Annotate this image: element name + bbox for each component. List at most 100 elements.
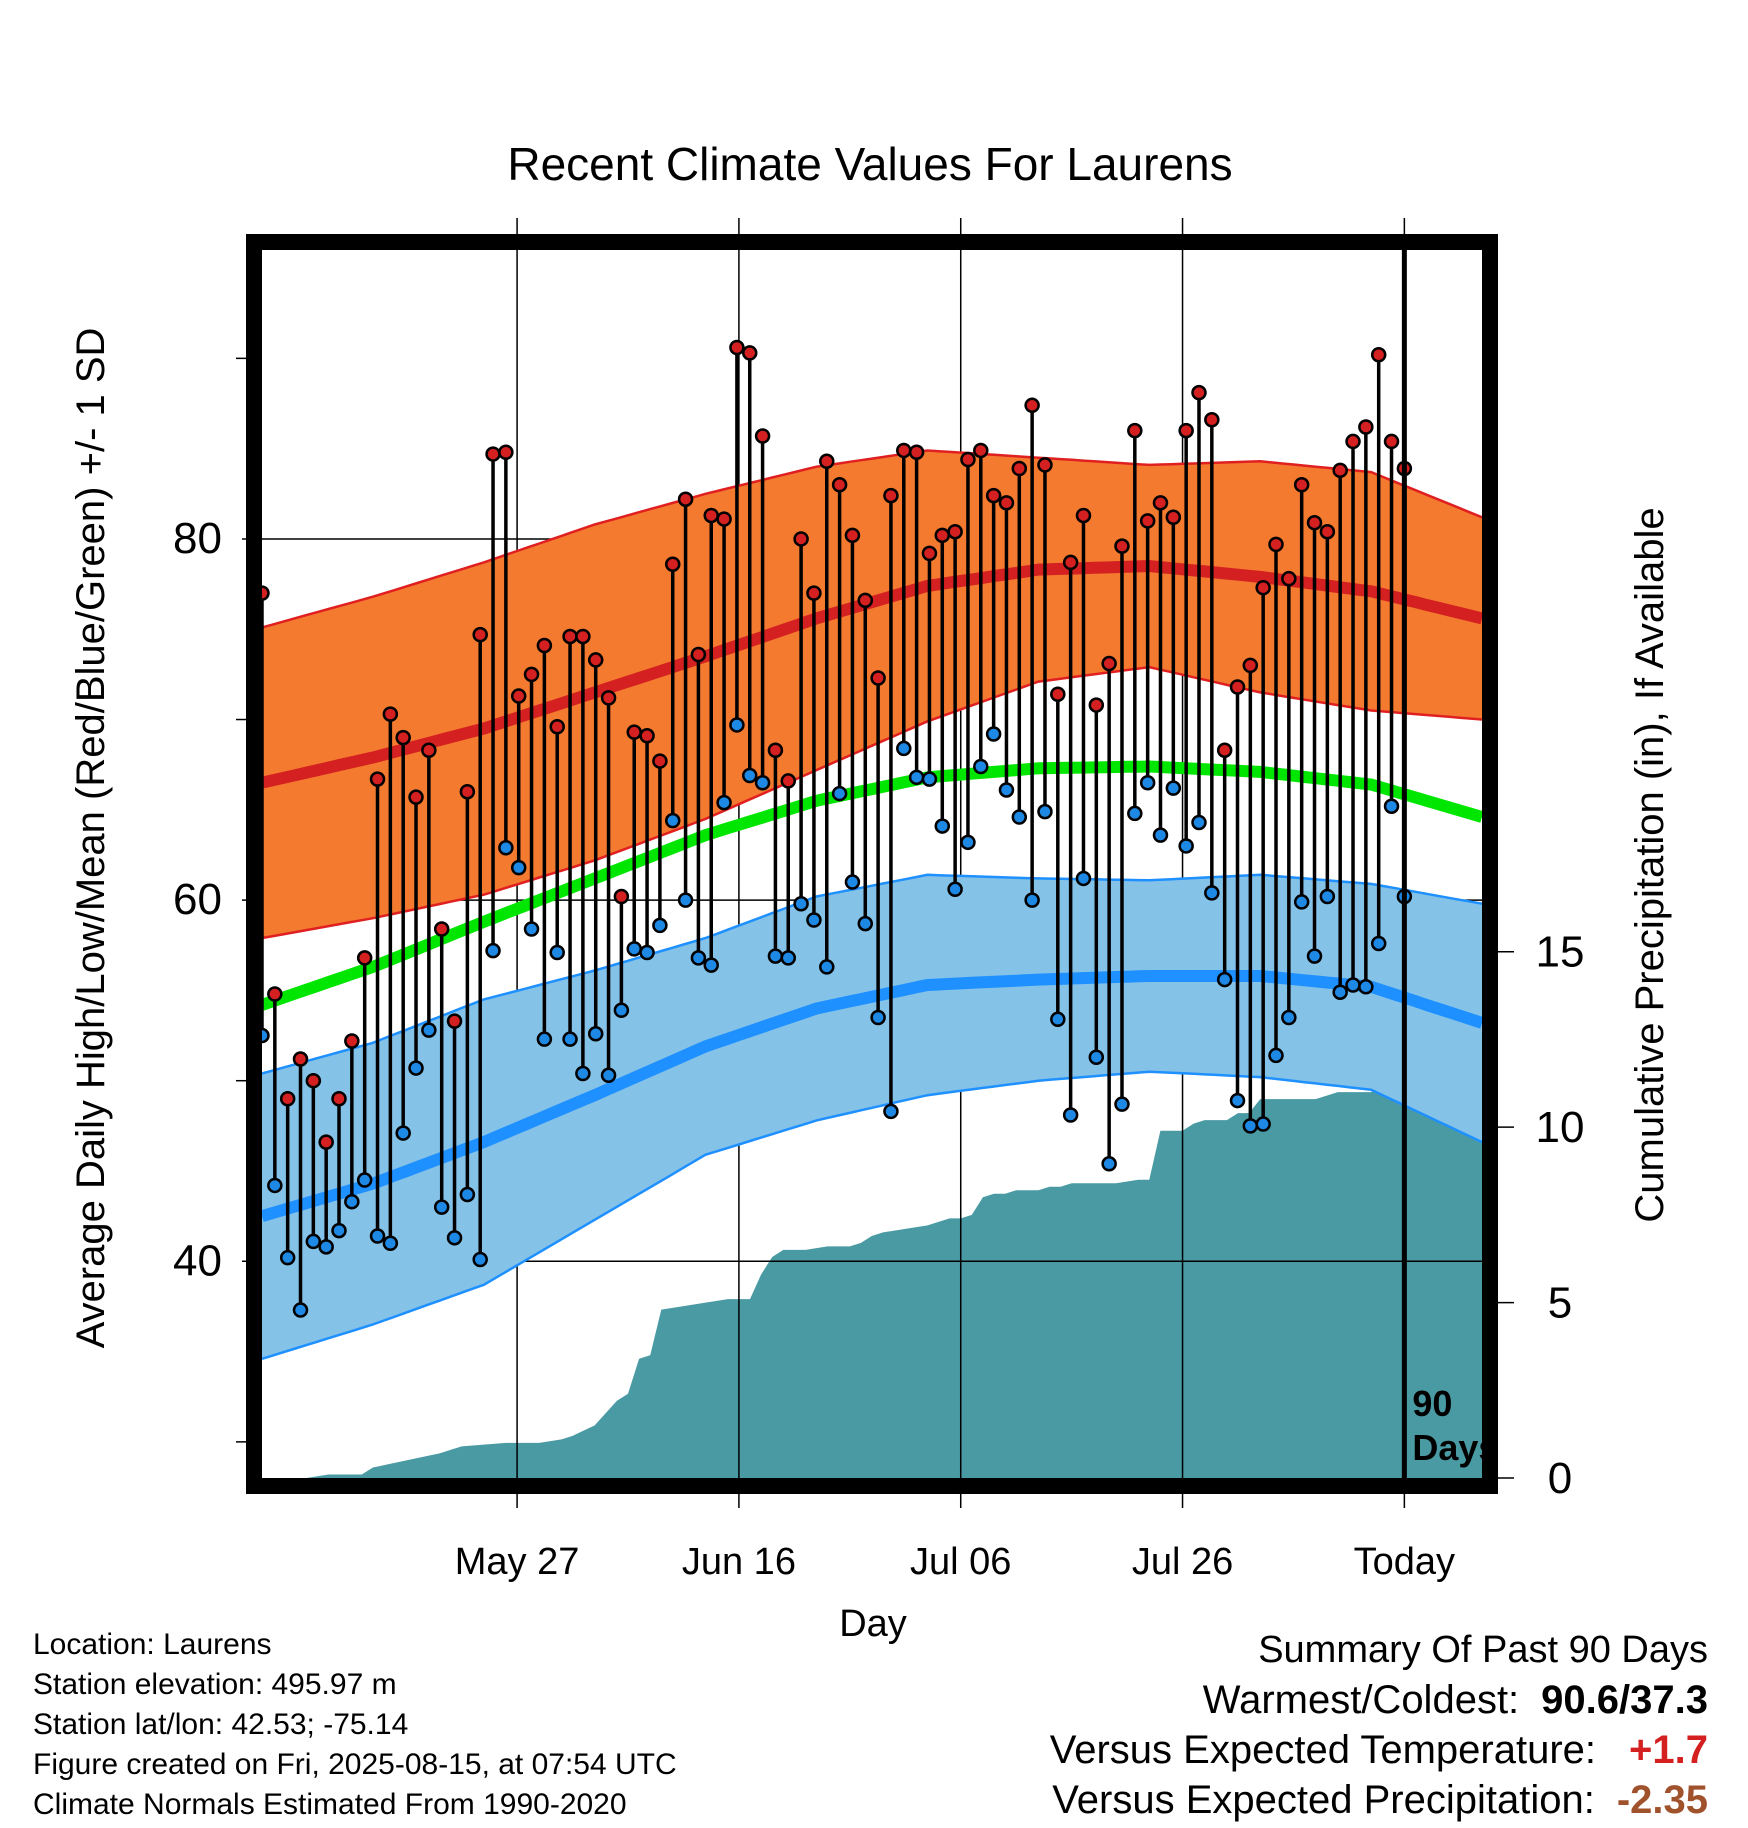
- low-point: [1127, 805, 1143, 822]
- high-point: [1358, 419, 1374, 435]
- warm-cold-row: Warmest/Coldest: 90.6/37.3: [1050, 1675, 1708, 1725]
- high-point: [292, 1051, 309, 1067]
- low-point: [1319, 888, 1336, 905]
- high-point: [1011, 460, 1028, 477]
- low-point: [844, 874, 861, 890]
- temp-label: Versus Expected Temperature:: [1049, 1728, 1596, 1772]
- low-point: [664, 812, 681, 829]
- low-point: [1050, 1011, 1066, 1028]
- low-lower-edge: [261, 1070, 1483, 1360]
- high-point: [1088, 697, 1105, 713]
- low-point: [703, 957, 719, 973]
- low-point: [613, 1002, 630, 1019]
- low-point: [729, 717, 745, 733]
- low-point: [1204, 885, 1220, 901]
- y-axis-label-right: Cumulative Precipitation (in), If Availa…: [1628, 507, 1672, 1222]
- mean-line: [260, 760, 1484, 1011]
- high-point: [498, 444, 514, 461]
- high-point: [844, 527, 861, 544]
- low-point: [639, 944, 655, 961]
- high-point: [472, 626, 488, 643]
- low-point: [870, 1009, 886, 1026]
- precip-tick-label: 0: [1548, 1454, 1572, 1503]
- x-tick-label: Jun 16: [682, 1541, 796, 1583]
- x-tick-label: Jul 26: [1132, 1541, 1233, 1583]
- high-point: [1332, 462, 1348, 479]
- low-point: [562, 1031, 578, 1047]
- high-point: [703, 507, 719, 524]
- low-point: [716, 794, 732, 811]
- high-point: [831, 477, 848, 493]
- low-point: [1178, 838, 1194, 854]
- summary-panel: Summary Of Past 90 Days Warmest/Coldest:…: [1050, 1625, 1708, 1825]
- high-point: [767, 742, 784, 758]
- low-point: [1268, 1047, 1284, 1064]
- high-point: [780, 773, 797, 789]
- high-point: [742, 345, 758, 361]
- high-point: [523, 666, 540, 683]
- low-point: [934, 818, 951, 834]
- y-tick-label: 60: [173, 875, 222, 924]
- low-point: [549, 944, 565, 961]
- low-point: [433, 1199, 450, 1215]
- high-point: [562, 628, 578, 645]
- high-point: [1024, 397, 1040, 414]
- warm-cold-label: Warmest/Coldest:: [1202, 1678, 1520, 1722]
- low-point: [1101, 1156, 1117, 1172]
- low-point: [459, 1186, 476, 1203]
- y-tick-label: 80: [173, 514, 222, 563]
- high-point: [1242, 657, 1259, 674]
- station-info: Location: Laurens Station elevation: 495…: [33, 1625, 677, 1825]
- high-point: [870, 670, 886, 686]
- high-point: [960, 451, 976, 468]
- precip-tick-label: 15: [1536, 928, 1585, 977]
- temp-value: +1.7: [1629, 1728, 1708, 1772]
- low-point: [1293, 894, 1310, 910]
- high-point: [677, 491, 694, 507]
- high-point: [318, 1134, 334, 1150]
- low-point: [331, 1222, 347, 1239]
- low-point: [1370, 935, 1387, 952]
- high-point: [1281, 570, 1297, 587]
- low-point: [1062, 1107, 1079, 1123]
- high-point: [716, 511, 732, 527]
- low-point: [1242, 1118, 1259, 1134]
- today-days-number: 90: [1412, 1383, 1452, 1424]
- high-point: [510, 688, 527, 704]
- low-point: [896, 740, 912, 757]
- high-point: [279, 1091, 296, 1107]
- low-point: [767, 948, 784, 964]
- low-point: [1216, 971, 1233, 988]
- low-point: [921, 771, 938, 787]
- low-point: [1011, 809, 1028, 825]
- high-point: [267, 986, 283, 1002]
- high-point: [921, 545, 938, 562]
- low-point: [523, 921, 540, 937]
- high-point: [1255, 579, 1271, 596]
- low-point: [1358, 979, 1374, 995]
- high-point: [1127, 422, 1143, 439]
- x-tick-label: May 27: [455, 1541, 580, 1583]
- high-point: [1178, 422, 1194, 439]
- low-point: [793, 895, 809, 912]
- warm-cold-value: 90.6/37.3: [1541, 1678, 1708, 1722]
- high-point: [459, 784, 476, 800]
- low-point: [292, 1302, 309, 1318]
- high-point: [305, 1072, 322, 1089]
- low-point: [498, 839, 514, 856]
- x-tick-label: Today: [1354, 1541, 1455, 1583]
- low-point: [857, 915, 874, 932]
- low-point: [510, 859, 527, 876]
- low-point: [472, 1251, 488, 1268]
- low-point: [369, 1228, 386, 1244]
- low-point: [780, 950, 797, 966]
- low-point: [677, 892, 694, 908]
- precip-tick-label: 10: [1536, 1103, 1585, 1152]
- low-point: [587, 1026, 604, 1042]
- high-point: [857, 592, 874, 609]
- high-point: [382, 706, 399, 722]
- high-point: [998, 495, 1015, 511]
- high-point: [549, 719, 565, 735]
- high-point: [639, 728, 655, 744]
